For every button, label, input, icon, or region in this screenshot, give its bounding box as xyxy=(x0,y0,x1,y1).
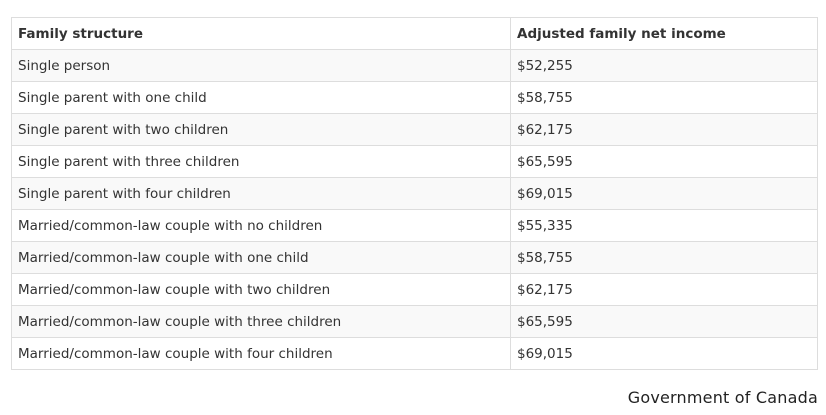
income-cell: $62,175 xyxy=(510,273,818,306)
family-structure-cell: Single parent with two children xyxy=(11,113,511,146)
family-structure-cell: Married/common-law couple with two child… xyxy=(11,273,511,306)
table-row: Married/common-law couple with four chil… xyxy=(11,337,818,370)
income-cell: $65,595 xyxy=(510,145,818,178)
income-cell: $52,255 xyxy=(510,49,818,82)
family-structure-cell: Married/common-law couple with one child xyxy=(11,241,511,274)
table-row: Married/common-law couple with one child… xyxy=(11,241,818,274)
table-row: Married/common-law couple with two child… xyxy=(11,273,818,306)
income-table-container: Family structure Adjusted family net inc… xyxy=(11,17,818,370)
family-structure-cell: Single parent with one child xyxy=(11,81,511,114)
family-structure-cell: Single person xyxy=(11,49,511,82)
income-cell: $55,335 xyxy=(510,209,818,242)
source-attribution: Government of Canada xyxy=(627,388,818,407)
table-body: Single person $52,255 Single parent with… xyxy=(11,49,818,370)
table-header-row: Family structure Adjusted family net inc… xyxy=(11,17,818,50)
table-row: Married/common-law couple with three chi… xyxy=(11,305,818,338)
income-cell: $69,015 xyxy=(510,177,818,210)
income-cell: $58,755 xyxy=(510,81,818,114)
header-family-structure: Family structure xyxy=(11,17,511,50)
table-row: Single parent with four children $69,015 xyxy=(11,177,818,210)
family-structure-cell: Single parent with three children xyxy=(11,145,511,178)
table-header: Family structure Adjusted family net inc… xyxy=(11,17,818,50)
family-structure-cell: Married/common-law couple with four chil… xyxy=(11,337,511,370)
income-cell: $58,755 xyxy=(510,241,818,274)
table-row: Single parent with two children $62,175 xyxy=(11,113,818,146)
header-adjusted-income: Adjusted family net income xyxy=(510,17,818,50)
family-structure-cell: Single parent with four children xyxy=(11,177,511,210)
income-cell: $62,175 xyxy=(510,113,818,146)
table-row: Single parent with one child $58,755 xyxy=(11,81,818,114)
income-table: Family structure Adjusted family net inc… xyxy=(11,17,818,370)
table-row: Married/common-law couple with no childr… xyxy=(11,209,818,242)
income-cell: $65,595 xyxy=(510,305,818,338)
income-cell: $69,015 xyxy=(510,337,818,370)
family-structure-cell: Married/common-law couple with no childr… xyxy=(11,209,511,242)
table-row: Single person $52,255 xyxy=(11,49,818,82)
table-row: Single parent with three children $65,59… xyxy=(11,145,818,178)
family-structure-cell: Married/common-law couple with three chi… xyxy=(11,305,511,338)
